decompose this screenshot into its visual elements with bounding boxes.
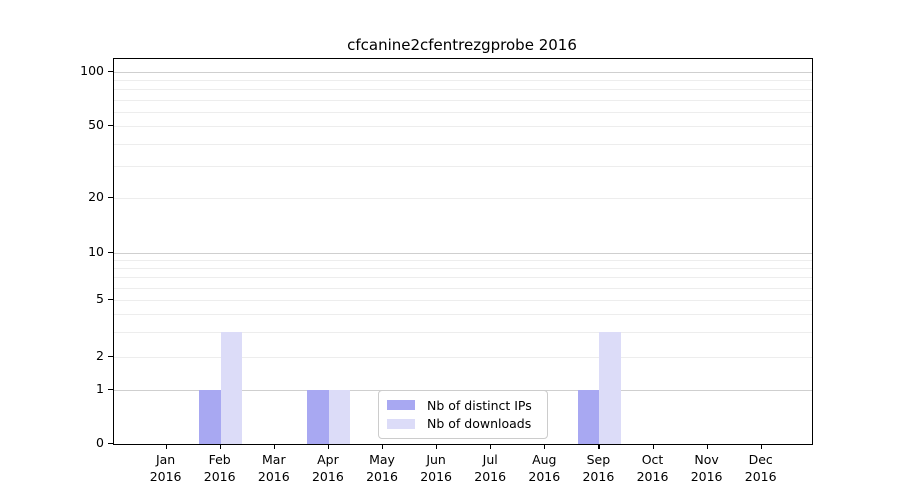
legend: Nb of distinct IPs Nb of downloads <box>378 390 548 439</box>
y-tick-mark <box>108 252 113 254</box>
x-tick-mark <box>706 444 708 449</box>
x-tick-mark <box>544 444 546 449</box>
x-tick-label: Oct 2016 <box>636 452 669 484</box>
x-tick-mark <box>273 444 275 449</box>
y-tick-label: 1 <box>96 381 104 396</box>
x-tick-label: Jul 2016 <box>474 452 507 484</box>
x-tick-mark <box>382 444 384 449</box>
minor-gridline <box>114 277 812 279</box>
minor-gridline <box>114 99 812 101</box>
y-tick-mark <box>108 197 113 199</box>
minor-gridline <box>114 287 812 289</box>
y-tick-label: 2 <box>96 348 104 363</box>
bar-nb-of-distinct-ips <box>199 390 221 444</box>
y-tick-mark <box>108 356 113 358</box>
y-tick-label: 5 <box>96 291 104 306</box>
bar-nb-of-distinct-ips <box>577 390 600 444</box>
minor-gridline <box>114 198 812 199</box>
legend-label: Nb of downloads <box>427 416 532 432</box>
x-tick-mark <box>760 444 762 449</box>
legend-swatch-icon <box>387 418 415 429</box>
bar-nb-of-downloads <box>599 331 621 444</box>
plot-area: Nb of distinct IPs Nb of downloads <box>113 58 813 445</box>
x-tick-mark <box>652 444 654 449</box>
y-tick-label: 50 <box>88 117 104 132</box>
minor-gridline <box>114 89 812 91</box>
x-tick-label: Jan 2016 <box>149 452 182 484</box>
minor-gridline <box>114 80 812 82</box>
minor-gridline <box>114 111 812 113</box>
x-tick-mark <box>219 444 221 449</box>
x-tick-mark <box>598 444 600 449</box>
minor-gridline <box>114 260 812 262</box>
major-gridline <box>114 72 812 73</box>
y-tick-mark <box>108 125 113 127</box>
y-tick-mark <box>108 71 113 73</box>
x-tick-label: May 2016 <box>366 452 398 484</box>
chart-title: cfcanine2cfentrezgprobe 2016 <box>347 36 577 54</box>
y-tick-label: 10 <box>88 244 104 259</box>
x-tick-label: Mar 2016 <box>257 452 290 484</box>
y-tick-mark <box>108 299 113 301</box>
minor-gridline <box>114 313 812 315</box>
x-tick-label: Jun 2016 <box>420 452 452 484</box>
minor-gridline <box>114 357 812 358</box>
x-tick-label: Aug 2016 <box>528 452 561 484</box>
x-tick-label: Dec 2016 <box>744 452 777 484</box>
x-tick-mark <box>327 444 330 449</box>
legend-label: Nb of distinct IPs <box>427 397 532 413</box>
bar-nb-of-downloads <box>220 331 243 444</box>
x-tick-mark <box>436 444 438 449</box>
x-tick-label: Sep 2016 <box>582 452 615 484</box>
x-tick-mark <box>490 444 492 449</box>
minor-gridline <box>114 268 812 270</box>
major-gridline <box>114 253 812 254</box>
y-tick-label: 0 <box>96 435 104 450</box>
bar-nb-of-downloads <box>328 390 351 444</box>
minor-gridline <box>114 126 812 127</box>
x-tick-label: Feb 2016 <box>203 452 236 484</box>
y-tick-mark <box>108 443 113 445</box>
legend-swatch-icon <box>387 400 415 411</box>
minor-gridline <box>114 300 812 301</box>
x-tick-label: Apr 2016 <box>311 452 344 484</box>
y-tick-label: 100 <box>80 63 104 78</box>
minor-gridline <box>114 331 812 333</box>
y-tick-mark <box>108 389 113 391</box>
x-tick-label: Nov 2016 <box>690 452 723 484</box>
legend-item: Nb of downloads <box>387 415 537 434</box>
minor-gridline <box>114 166 812 168</box>
legend-item: Nb of distinct IPs <box>387 396 537 415</box>
minor-gridline <box>114 143 812 145</box>
y-tick-label: 20 <box>88 189 104 204</box>
x-tick-mark <box>165 444 167 449</box>
bar-nb-of-distinct-ips <box>307 390 329 444</box>
